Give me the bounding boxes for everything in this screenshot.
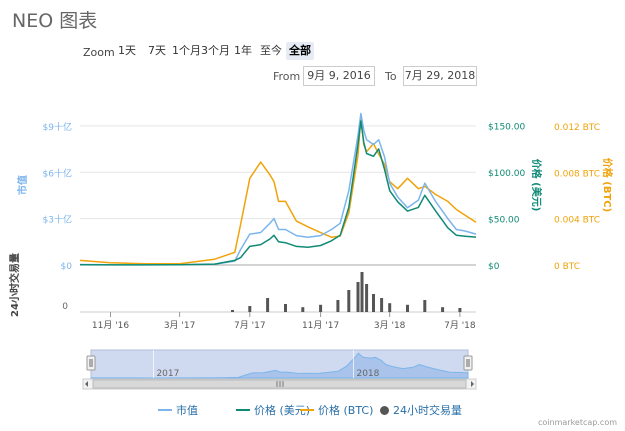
navigator-left-handle[interactable] bbox=[86, 355, 96, 371]
navigator-tick-label: 2017 bbox=[156, 369, 179, 379]
market-cap-tick-label: $0 bbox=[61, 262, 73, 272]
volume-bars bbox=[231, 272, 462, 312]
price-usd-tick-label: $0 bbox=[488, 262, 500, 272]
legend-line-marker bbox=[300, 409, 314, 411]
navigator-right-handle[interactable] bbox=[463, 355, 473, 371]
grid-lines bbox=[80, 95, 476, 313]
zoom-button-5[interactable]: 至今 bbox=[260, 44, 282, 57]
price-usd-tick-label: $150.00 bbox=[488, 123, 525, 133]
volume-bar bbox=[266, 298, 270, 312]
volume-bar bbox=[231, 310, 234, 312]
navigator[interactable]: 2017 2018 bbox=[82, 349, 477, 390]
legend-line-marker bbox=[158, 409, 172, 411]
zoom-button-0[interactable]: 1天 bbox=[118, 44, 136, 57]
scroll-left-arrow-icon[interactable] bbox=[85, 381, 88, 387]
legend-label: 24小时交易量 bbox=[393, 404, 462, 417]
navigator-series bbox=[90, 352, 469, 379]
market-cap-tick-label: $9十亿 bbox=[43, 121, 72, 133]
volume-bar bbox=[365, 284, 369, 312]
volume-axis-title: 24小时交易量 bbox=[8, 253, 21, 317]
series-line-price_usd bbox=[79, 120, 477, 266]
plot-area bbox=[80, 95, 476, 265]
price-btc-tick-label: 0.008 BTC bbox=[554, 169, 600, 179]
price-usd-tick-label: $50.00 bbox=[488, 216, 520, 226]
price-btc-axis-title: 价格 (BTC) bbox=[601, 158, 614, 212]
range-to-input[interactable]: 7月 29, 2018 bbox=[403, 66, 477, 86]
y-axis-labels: $0 $3十亿 $6十亿 $9十亿 $0 $50.00 $100.00 $150.00 0 BT… bbox=[43, 121, 601, 312]
legend-item-2[interactable]: 价格 (BTC) bbox=[300, 402, 373, 418]
market-cap-axis-title: 市值 bbox=[16, 175, 29, 195]
price-btc-tick-label: 0.012 BTC bbox=[554, 123, 600, 133]
volume-bar bbox=[301, 307, 305, 312]
legend-item-3[interactable]: 24小时交易量 bbox=[380, 402, 462, 418]
volume-bar bbox=[284, 304, 287, 312]
x-tick-label: 3月 '17 bbox=[164, 320, 196, 331]
volume-tick-label: 0 bbox=[62, 302, 68, 312]
market-cap-tick-label: $3十亿 bbox=[43, 214, 72, 226]
x-tick-label: 7月 '18 bbox=[444, 320, 476, 331]
series-lines bbox=[79, 112, 477, 266]
price-btc-tick-label: 0.004 BTC bbox=[554, 216, 600, 226]
x-tick-label: 11月 '17 bbox=[302, 320, 339, 331]
volume-bar bbox=[380, 298, 384, 312]
scroll-right-arrow-icon[interactable] bbox=[471, 381, 474, 387]
volume-bar bbox=[441, 307, 445, 312]
x-axis: 11月 '16 3月 '17 7月 '17 11月 '17 3月 '18 7月 '18 bbox=[92, 312, 476, 331]
price-btc-tick-label: 0 BTC bbox=[554, 262, 580, 272]
range-from-label: From bbox=[273, 70, 301, 83]
range-from-input[interactable]: 9月 9, 2016 bbox=[303, 66, 375, 86]
zoom-button-4[interactable]: 1年 bbox=[234, 44, 252, 57]
volume-bar bbox=[372, 294, 375, 312]
x-tick-label: 7月 '17 bbox=[234, 320, 266, 331]
series-line-price_btc bbox=[79, 116, 477, 265]
volume-bar bbox=[388, 303, 392, 312]
series-line-market_cap bbox=[79, 112, 477, 266]
market-cap-tick-label: $6十亿 bbox=[43, 167, 72, 179]
zoom-button-1[interactable]: 7天 bbox=[148, 44, 166, 57]
volume-bar bbox=[356, 282, 360, 312]
legend-label: 价格 (美元) bbox=[254, 404, 311, 417]
legend-label: 市值 bbox=[176, 404, 198, 417]
zoom-button-2[interactable]: 1个月 bbox=[172, 44, 201, 57]
price-usd-axis-title: 价格 (美元) bbox=[530, 159, 543, 212]
volume-bar bbox=[336, 300, 340, 312]
volume-bar bbox=[458, 308, 462, 312]
legend-item-1[interactable]: 价格 (美元) bbox=[236, 402, 310, 418]
zoom-button-3[interactable]: 3个月 bbox=[201, 44, 230, 57]
legend-label: 价格 (BTC) bbox=[318, 404, 374, 417]
volume-bar bbox=[406, 304, 409, 312]
legend-circle-marker bbox=[380, 405, 389, 415]
volume-bar bbox=[319, 304, 323, 312]
x-tick-label: 11月 '16 bbox=[92, 320, 130, 331]
zoom-button-6[interactable]: 全部 bbox=[286, 42, 314, 60]
chart-title: NEO 图表 bbox=[12, 10, 98, 32]
range-to-label: To bbox=[385, 70, 397, 83]
volume-bar bbox=[248, 306, 252, 312]
x-tick-label: 3月 '18 bbox=[374, 320, 406, 331]
volume-bar bbox=[423, 300, 427, 312]
axis-titles: 市值 24小时交易量 价格 (美元) 价格 (BTC) bbox=[8, 158, 614, 317]
legend-item-0[interactable]: 市值 bbox=[158, 402, 198, 418]
volume-bar bbox=[360, 272, 364, 312]
volume-bar bbox=[347, 290, 351, 312]
credit-link[interactable]: coinmarketcap.com bbox=[538, 418, 617, 427]
navigator-tick-label: 2018 bbox=[356, 369, 379, 379]
zoom-label: Zoom bbox=[83, 46, 115, 59]
price-usd-tick-label: $100.00 bbox=[488, 169, 525, 179]
legend-line-marker bbox=[236, 409, 250, 411]
